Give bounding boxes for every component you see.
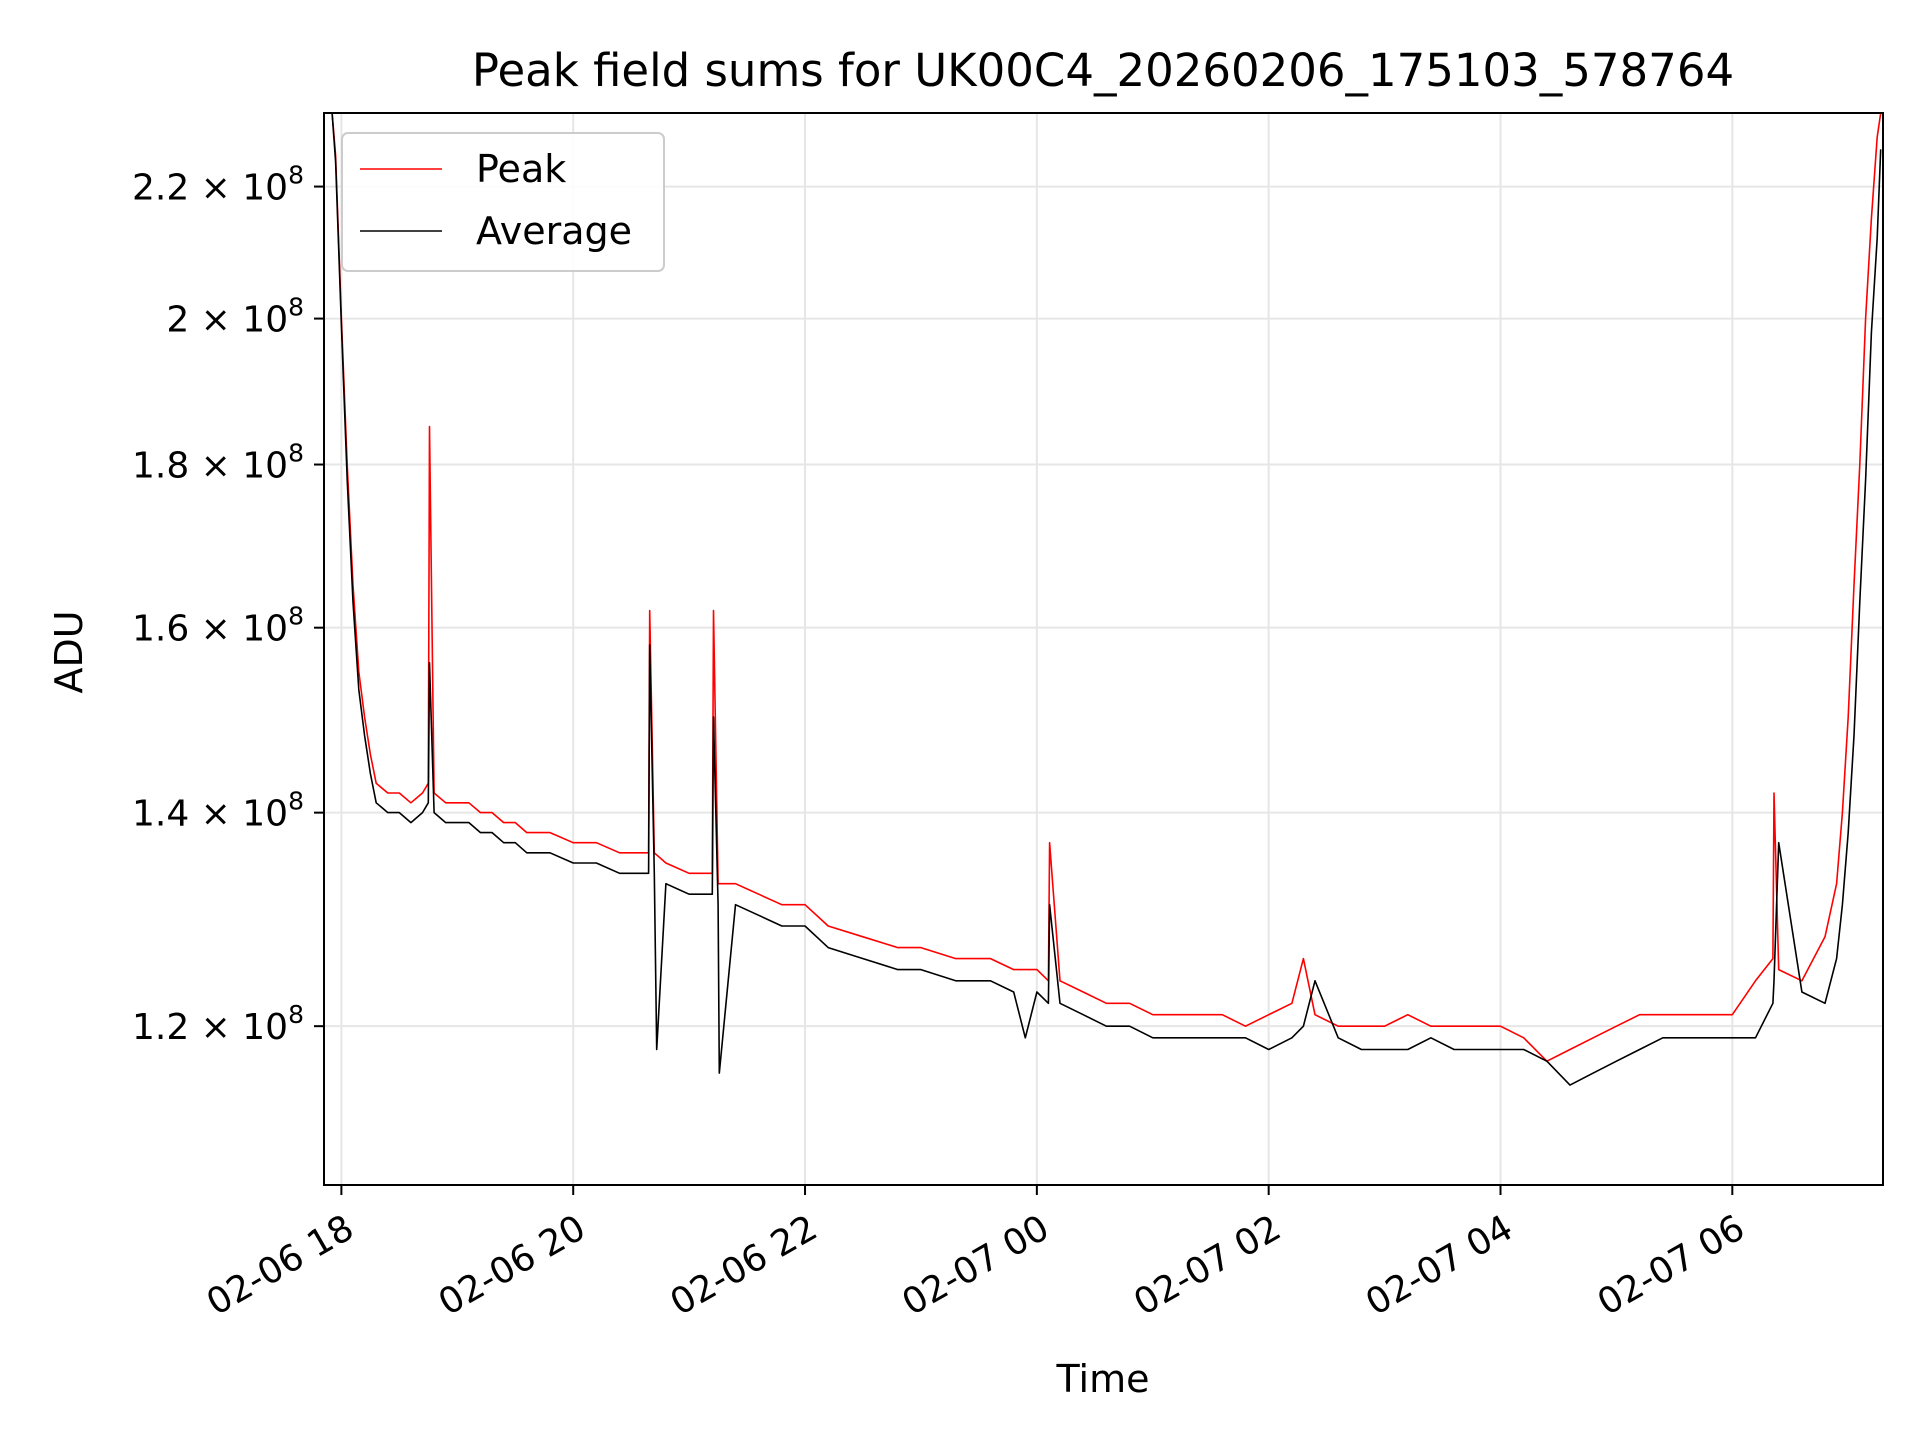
- y-tick-label: 1.6 × 108: [132, 602, 304, 650]
- y-axis-label: ADU: [47, 610, 91, 693]
- y-tick-label: 1.4 × 108: [132, 787, 304, 835]
- series-line-peak: [331, 112, 1882, 1062]
- y-tick-label: 1.2 × 108: [132, 1000, 304, 1048]
- x-axis-label: Time: [1056, 1357, 1150, 1401]
- chart-title: Peak field sums for UK00C4_20260206_1751…: [472, 44, 1734, 97]
- y-tick-label: 2 × 108: [166, 293, 304, 341]
- y-tick-label: 2.2 × 108: [132, 161, 304, 209]
- legend-label-average: Average: [476, 209, 632, 253]
- grid-lines: [324, 113, 1883, 1185]
- legend-label-peak: Peak: [476, 147, 566, 191]
- plot-frame: [323, 112, 1884, 1186]
- series-line-average: [331, 112, 1882, 1086]
- legend: Peak Average: [341, 132, 665, 272]
- y-tick-label: 1.8 × 108: [132, 439, 304, 487]
- legend-box: [341, 132, 665, 272]
- plot-series: [331, 112, 1882, 1086]
